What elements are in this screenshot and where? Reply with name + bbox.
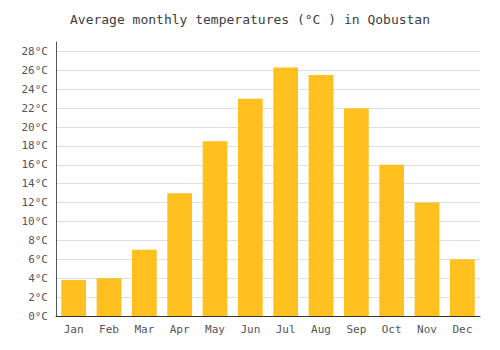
svg-text:May: May (205, 323, 225, 336)
svg-text:Mar: Mar (134, 323, 154, 336)
svg-text:24°C: 24°C (22, 83, 49, 96)
svg-text:Nov: Nov (417, 323, 437, 336)
svg-text:Dec: Dec (452, 323, 472, 336)
svg-text:Apr: Apr (170, 323, 190, 336)
svg-text:Average monthly temperatures (: Average monthly temperatures (°C ) in Qo… (70, 12, 430, 27)
svg-text:Jan: Jan (64, 323, 84, 336)
svg-text:Jul: Jul (276, 323, 296, 336)
svg-text:18°C: 18°C (22, 139, 49, 152)
svg-text:4°C: 4°C (28, 272, 48, 285)
svg-text:6°C: 6°C (28, 253, 48, 266)
svg-text:12°C: 12°C (22, 196, 49, 209)
svg-text:Oct: Oct (382, 323, 402, 336)
svg-text:16°C: 16°C (22, 158, 49, 171)
svg-text:14°C: 14°C (22, 177, 49, 190)
svg-text:8°C: 8°C (28, 234, 48, 247)
svg-text:2°C: 2°C (28, 291, 48, 304)
svg-text:26°C: 26°C (22, 64, 49, 77)
svg-text:20°C: 20°C (22, 121, 49, 134)
svg-text:22°C: 22°C (22, 102, 49, 115)
svg-text:Jun: Jun (240, 323, 260, 336)
svg-text:Feb: Feb (99, 323, 119, 336)
svg-text:28°C: 28°C (22, 45, 49, 58)
svg-text:10°C: 10°C (22, 215, 49, 228)
svg-text:Aug: Aug (311, 323, 331, 336)
svg-text:0°C: 0°C (28, 310, 48, 323)
svg-text:Sep: Sep (346, 323, 366, 336)
